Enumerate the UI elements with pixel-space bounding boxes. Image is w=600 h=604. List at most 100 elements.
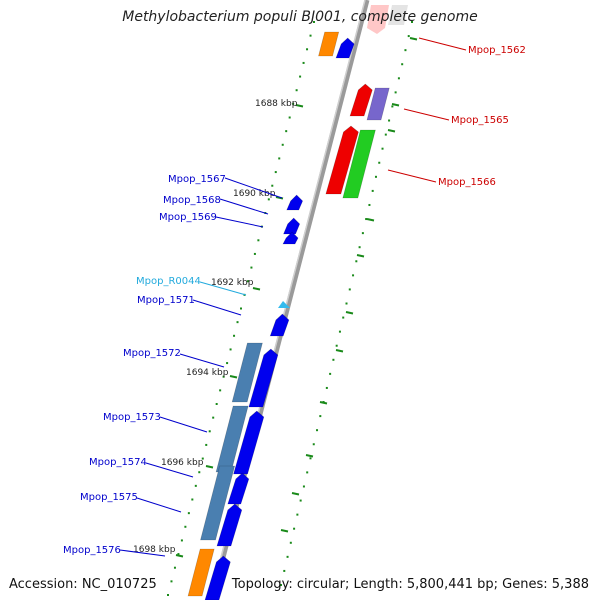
gene-block-green[interactable]: [342, 129, 376, 199]
track-dot: [278, 157, 281, 160]
track-dot: [191, 498, 194, 501]
track-dot: [394, 91, 397, 94]
track-dot: [332, 358, 335, 361]
track-dot: [222, 375, 225, 378]
track-dot: [286, 555, 289, 558]
gene-label-mpop-1573[interactable]: Mpop_1573: [103, 412, 161, 423]
gene-block-mpop-1576[interactable]: [204, 555, 231, 601]
track-dot: [397, 77, 400, 80]
track-dot: [167, 594, 169, 596]
gene-label-mpop-1576[interactable]: Mpop_1576: [63, 545, 121, 556]
track-dot: [391, 105, 394, 108]
leader-line: [159, 416, 208, 433]
minor-tick: [345, 311, 354, 315]
gene-block-mpop-1566[interactable]: [325, 125, 359, 195]
track-dot: [187, 512, 190, 515]
gene-block-orange-bottom[interactable]: [187, 548, 215, 597]
gene-label-mpop-1568[interactable]: Mpop_1568: [163, 195, 221, 206]
gene-block-mpop-1572[interactable]: [248, 348, 279, 408]
track-dot: [319, 415, 322, 418]
track-dot: [233, 334, 236, 337]
gene-block-mpop-1569[interactable]: [282, 231, 299, 245]
minor-tick: [305, 454, 314, 458]
leader-line: [145, 462, 194, 478]
rna-mpop-r0044[interactable]: [278, 301, 290, 308]
track-dot: [257, 239, 260, 242]
track-dot: [289, 541, 292, 544]
gene-block-mpop-1572-steel[interactable]: [231, 342, 263, 403]
track-dot: [184, 525, 187, 528]
track-dot: [407, 35, 410, 38]
track-dot: [361, 232, 364, 235]
gene-label-mpop-1567[interactable]: Mpop_1567: [168, 174, 226, 185]
kbp-label: 1694 kbp: [186, 368, 229, 378]
track-dot: [295, 89, 298, 92]
gene-label-mpop-1562[interactable]: Mpop_1562: [468, 45, 526, 56]
minor-tick: [291, 492, 300, 496]
kbp-ticks: [175, 37, 418, 558]
track-dot: [293, 527, 296, 530]
gene-labels: 1688 kbp 1690 kbp 1692 kbp 1694 kbp 1696 kbp…: [63, 37, 526, 557]
gene-block-mpop-1573[interactable]: [233, 410, 265, 475]
track-dot: [404, 49, 407, 52]
minor-tick: [280, 529, 289, 533]
kbp-label: 1698 kbp: [133, 545, 176, 555]
gene-block-mpop-1565[interactable]: [349, 83, 373, 117]
gene-label-mpop-1569[interactable]: Mpop_1569: [159, 212, 217, 223]
gene-label-mpop-1575[interactable]: Mpop_1575: [80, 492, 138, 503]
track-dot: [345, 302, 348, 305]
track-dot: [384, 133, 387, 136]
track-dot: [292, 102, 295, 105]
track-dot: [236, 321, 239, 324]
track-dot: [281, 143, 284, 146]
track-dot: [299, 499, 302, 502]
track-dot: [219, 389, 222, 392]
gene-label-mpop-1571[interactable]: Mpop_1571: [137, 295, 195, 306]
minor-tick: [335, 349, 344, 353]
accession-label: Accession: NC_010725: [9, 577, 157, 592]
leader-line: [179, 353, 225, 368]
gene-block-mpop-1571[interactable]: [269, 313, 290, 337]
minor-tick: [391, 103, 400, 107]
gene-label-mpop-1574[interactable]: Mpop_1574: [89, 457, 147, 468]
leader-line: [119, 549, 166, 557]
gene-label-mpop-1572[interactable]: Mpop_1572: [123, 348, 181, 359]
track-dot: [274, 171, 277, 174]
major-tick: [229, 375, 238, 379]
track-dot: [177, 553, 180, 556]
gene-block-mpop-1574[interactable]: [227, 472, 250, 505]
track-dot: [368, 203, 371, 206]
track-dot: [208, 430, 211, 433]
track-dot: [352, 274, 355, 277]
track-dot: [309, 34, 312, 37]
track-dot: [355, 260, 358, 263]
track-dot: [374, 175, 377, 178]
minor-tick: [319, 401, 328, 405]
track-dot: [309, 457, 312, 460]
track-dot: [173, 566, 176, 569]
track-dot: [411, 21, 413, 23]
track-dot: [194, 484, 197, 487]
gene-block-forward[interactable]: [335, 37, 355, 59]
track-dot: [378, 161, 381, 164]
gene-block-mpop-1574-steel[interactable]: [200, 465, 236, 541]
track-dot: [285, 130, 288, 133]
gene-block-purple[interactable]: [366, 87, 390, 121]
kbp-label: 1692 kbp: [211, 278, 254, 288]
track-dot: [371, 189, 374, 192]
track-dot: [313, 21, 315, 23]
faded-gene: [367, 5, 389, 34]
major-tick: [295, 104, 304, 108]
gene-block-mpop-1575[interactable]: [216, 503, 243, 547]
track-dot: [246, 280, 249, 283]
genome-summary: Topology: circular; Length: 5,800,441 bp…: [231, 577, 589, 592]
gene-block-orange[interactable]: [318, 31, 340, 57]
gene-label-mpop-1566[interactable]: Mpop_1566: [438, 177, 496, 188]
track-dot: [180, 539, 183, 542]
gene-block-mpop-1567[interactable]: [286, 194, 303, 211]
gene-block-mpop-1568[interactable]: [283, 217, 301, 235]
gene-label-mpop-1565[interactable]: Mpop_1565: [451, 115, 509, 126]
gene-label-mpop-r0044[interactable]: Mpop_R0044: [136, 276, 201, 287]
